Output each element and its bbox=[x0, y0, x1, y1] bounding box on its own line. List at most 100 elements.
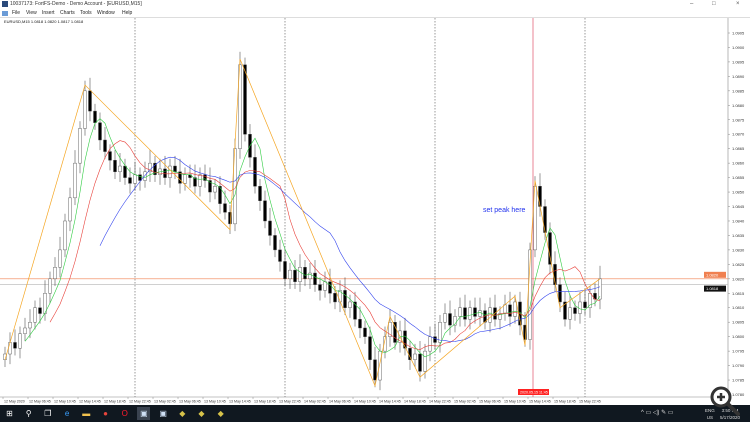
y-tick-label: 1.0790 bbox=[732, 363, 745, 368]
candle bbox=[38, 307, 42, 314]
search-icon[interactable]: ⚲ bbox=[25, 409, 32, 418]
clock-date: 5/17/2020 bbox=[720, 415, 741, 420]
chart-menu-icon[interactable] bbox=[2, 11, 8, 16]
menu-window[interactable]: Window bbox=[97, 10, 115, 16]
candle bbox=[448, 313, 452, 326]
menu-view[interactable]: View bbox=[26, 10, 37, 16]
x-tick-label: 14 May 14:45 bbox=[379, 400, 401, 404]
x-tick-label: 12 May 2020 bbox=[4, 400, 25, 404]
candle bbox=[148, 162, 152, 173]
ma-slow-line bbox=[99, 156, 601, 342]
menu-insert[interactable]: Insert bbox=[42, 10, 55, 16]
tray-icons[interactable]: ^ ▭ ◁) ✎ ▭ bbox=[641, 410, 674, 416]
price-chart[interactable]: 1.0905 1.0900 1.0895 1.0890 1.0885 1.0880 1.08… bbox=[0, 18, 750, 405]
candle bbox=[53, 267, 57, 280]
candle bbox=[243, 64, 247, 135]
menu-charts[interactable]: Charts bbox=[60, 10, 75, 16]
candle bbox=[273, 235, 277, 251]
candle bbox=[378, 350, 382, 381]
zoom-magnifier-icon[interactable] bbox=[708, 384, 742, 418]
ask-price-badge bbox=[704, 271, 726, 278]
candle bbox=[23, 327, 27, 334]
ask-price-label: 1.0820 bbox=[706, 272, 719, 277]
y-tick-label: 1.0830 bbox=[732, 247, 745, 252]
clock[interactable]: 3:50 PM 5/17/2020 bbox=[720, 407, 740, 421]
internet-explorer-icon[interactable]: e bbox=[64, 409, 70, 418]
x-tick-label: 12 May 14:45 bbox=[79, 400, 101, 404]
candle bbox=[208, 180, 212, 193]
candle bbox=[583, 301, 587, 308]
candle bbox=[503, 304, 507, 314]
menu-help[interactable]: Help bbox=[122, 10, 133, 16]
candle bbox=[513, 301, 517, 317]
x-tick-label: 12 May 18:45 bbox=[104, 400, 126, 404]
candle bbox=[418, 353, 422, 372]
taskbar: ⊞ ⚲ ❐ e ▬ ● O ▣ ▣ ◆ ◆ ◆ ^ ▭ ◁) ✎ ▭ ENG US 3:50 PM 5/17/2… bbox=[0, 405, 750, 422]
candle bbox=[523, 324, 527, 340]
y-tick-label: 1.0795 bbox=[732, 349, 745, 354]
y-tick-label: 1.0800 bbox=[732, 334, 745, 339]
candle bbox=[253, 157, 257, 187]
menu-file[interactable]: File bbox=[12, 10, 21, 16]
candle bbox=[163, 168, 167, 178]
x-tick-label: 12 May 06:45 bbox=[29, 400, 51, 404]
metatrader-icon[interactable]: ▣ bbox=[159, 409, 167, 418]
x-tick-label: 13 May 14:45 bbox=[229, 400, 251, 404]
file-explorer-icon[interactable]: ▬ bbox=[82, 409, 91, 418]
candle bbox=[543, 206, 547, 233]
x-tick-label: 12 May 22:45 bbox=[129, 400, 151, 404]
candle bbox=[43, 293, 47, 314]
candle bbox=[318, 284, 322, 291]
close-button[interactable]: × bbox=[736, 1, 740, 7]
chrome-icon[interactable]: ● bbox=[103, 409, 108, 418]
app-icon[interactable]: ◆ bbox=[179, 409, 186, 418]
candle bbox=[123, 165, 127, 178]
language-indicator[interactable]: ENG US bbox=[705, 407, 715, 421]
y-tick-label: 1.0825 bbox=[732, 262, 745, 267]
opera-icon[interactable]: O bbox=[121, 409, 128, 418]
candle bbox=[353, 301, 357, 320]
candle bbox=[263, 200, 267, 222]
candle bbox=[143, 171, 147, 181]
candle bbox=[203, 174, 207, 181]
candle bbox=[258, 186, 262, 201]
candle bbox=[78, 128, 82, 164]
candle bbox=[563, 301, 567, 320]
windows-start-icon[interactable]: ⊞ bbox=[6, 409, 13, 418]
y-tick-label: 1.0875 bbox=[732, 117, 745, 122]
candle bbox=[13, 342, 17, 349]
candle bbox=[93, 110, 97, 123]
x-tick-label: 15 May 22:45 bbox=[579, 400, 601, 404]
minimize-button[interactable]: – bbox=[690, 1, 694, 7]
candle bbox=[133, 174, 137, 184]
app-icon[interactable]: ◆ bbox=[217, 409, 224, 418]
candle bbox=[183, 174, 187, 184]
maximize-button[interactable]: □ bbox=[712, 1, 716, 7]
x-tick-label: 14 May 06:45 bbox=[329, 400, 351, 404]
x-tick-label: 15 May 14:45 bbox=[529, 400, 551, 404]
title-bar: 10037173: FortFS-Demo - Demo Account - [… bbox=[0, 0, 750, 9]
candle bbox=[528, 249, 532, 340]
menu-tools[interactable]: Tools bbox=[80, 10, 92, 16]
y-tick-label: 1.0870 bbox=[732, 132, 745, 137]
app-icon[interactable]: ◆ bbox=[198, 409, 205, 418]
crosshair-time-badge bbox=[518, 389, 549, 395]
candle bbox=[103, 139, 107, 152]
candle bbox=[303, 267, 307, 280]
annotation-text: set peak here bbox=[483, 207, 526, 214]
window-title: 10037173: FortFS-Demo - Demo Account - [… bbox=[10, 1, 142, 7]
metatrader-icon[interactable]: ▣ bbox=[137, 407, 151, 420]
candle bbox=[373, 359, 377, 381]
candle bbox=[568, 307, 572, 320]
x-tick-label: 15 May 06:45 bbox=[479, 400, 501, 404]
y-tick-label: 1.0810 bbox=[732, 305, 745, 310]
candle bbox=[193, 177, 197, 187]
y-tick-label: 1.0905 bbox=[732, 31, 745, 36]
candle bbox=[113, 160, 117, 173]
task-view-icon[interactable]: ❐ bbox=[44, 409, 52, 418]
candle bbox=[498, 313, 502, 320]
bid-price-label: 1.0818 bbox=[706, 286, 719, 291]
candle bbox=[283, 261, 287, 280]
candle bbox=[308, 272, 312, 280]
candle bbox=[443, 313, 447, 323]
